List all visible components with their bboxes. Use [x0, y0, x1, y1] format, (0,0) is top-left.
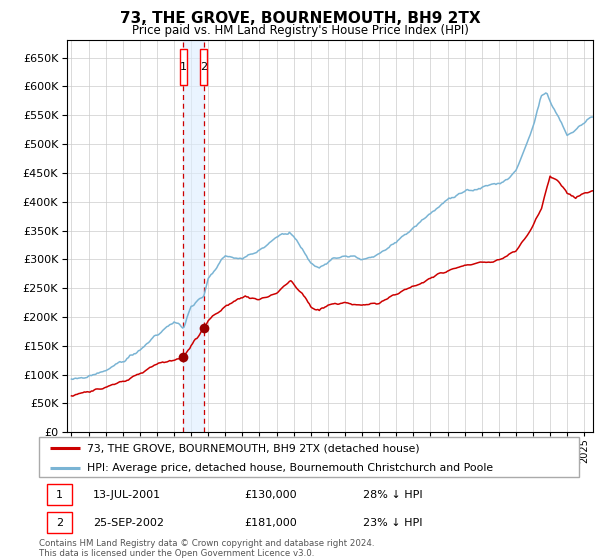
FancyBboxPatch shape — [179, 49, 187, 86]
Text: £130,000: £130,000 — [244, 490, 297, 500]
Text: 2: 2 — [56, 518, 63, 528]
FancyBboxPatch shape — [39, 437, 579, 477]
Text: Contains HM Land Registry data © Crown copyright and database right 2024.: Contains HM Land Registry data © Crown c… — [39, 539, 374, 548]
Bar — [183, 40, 203, 432]
Text: HPI: Average price, detached house, Bournemouth Christchurch and Poole: HPI: Average price, detached house, Bour… — [86, 463, 493, 473]
Text: 73, THE GROVE, BOURNEMOUTH, BH9 2TX: 73, THE GROVE, BOURNEMOUTH, BH9 2TX — [119, 11, 481, 26]
Text: 2: 2 — [200, 62, 207, 72]
Text: 13-JUL-2001: 13-JUL-2001 — [93, 490, 161, 500]
FancyBboxPatch shape — [47, 484, 73, 505]
Text: 25-SEP-2002: 25-SEP-2002 — [93, 518, 164, 528]
Text: Price paid vs. HM Land Registry's House Price Index (HPI): Price paid vs. HM Land Registry's House … — [131, 24, 469, 37]
Text: 1: 1 — [180, 62, 187, 72]
Text: 23% ↓ HPI: 23% ↓ HPI — [363, 518, 422, 528]
Text: £181,000: £181,000 — [244, 518, 297, 528]
Text: This data is licensed under the Open Government Licence v3.0.: This data is licensed under the Open Gov… — [39, 549, 314, 558]
FancyBboxPatch shape — [200, 49, 207, 86]
Text: 73, THE GROVE, BOURNEMOUTH, BH9 2TX (detached house): 73, THE GROVE, BOURNEMOUTH, BH9 2TX (det… — [86, 443, 419, 453]
FancyBboxPatch shape — [47, 512, 73, 533]
Text: 1: 1 — [56, 490, 63, 500]
Text: 28% ↓ HPI: 28% ↓ HPI — [363, 490, 422, 500]
